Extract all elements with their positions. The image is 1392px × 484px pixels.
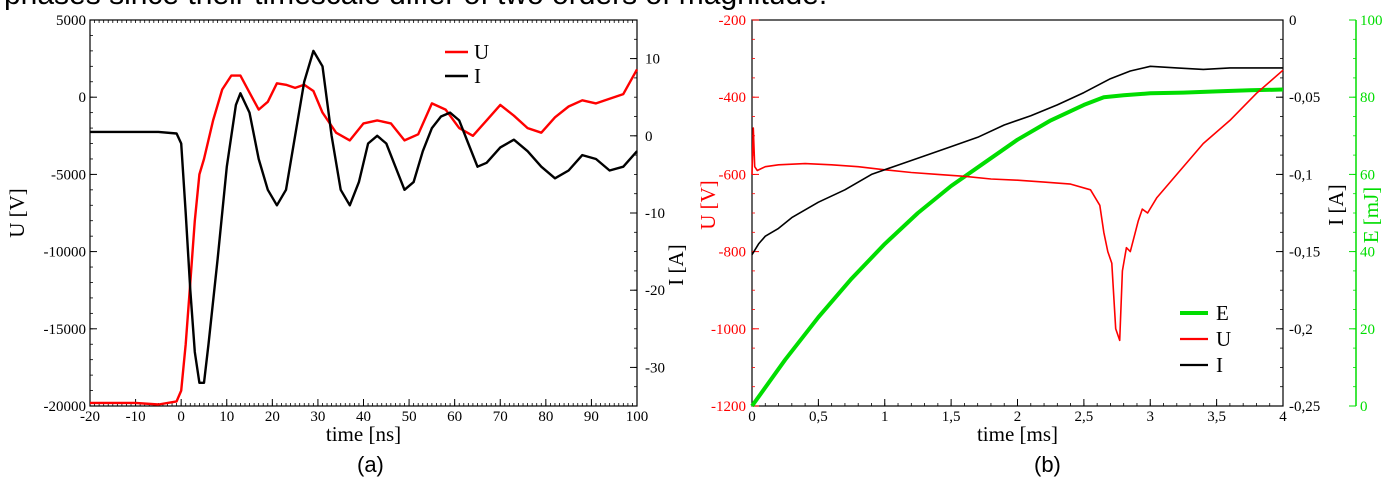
plot-frame-a [89, 19, 638, 407]
y-left-tick-label-b: -800 [719, 245, 747, 261]
y-right1-tick-label-b: -0,15 [1289, 245, 1320, 261]
x-tick-label-a: 10 [219, 409, 234, 425]
plot-frame-b [751, 19, 1284, 407]
x-tick-label-a: 0 [177, 409, 185, 425]
x-tick-label-a: -20 [80, 409, 100, 425]
x-tick-label-a: 20 [265, 409, 280, 425]
legend-label-u-a: U [474, 40, 489, 64]
y-right2-tick-label-b: 40 [1360, 245, 1375, 261]
x-tick-label-a: 90 [584, 409, 599, 425]
x-tick-label-a: 70 [493, 409, 508, 425]
y-right-tick-label-a: 10 [645, 52, 660, 68]
x-tick-label-b: 2,5 [1075, 409, 1094, 425]
series-line-e-b [750, 87, 1284, 408]
y-right-tick-label-a: 0 [645, 129, 653, 145]
x-tick-label-b: 3 [1147, 409, 1155, 425]
x-tick-label-b: 1 [881, 409, 889, 425]
legend-label-u-b: U [1216, 327, 1231, 351]
y-right1-tick-label-b: -0,1 [1289, 167, 1313, 183]
y-right1-tick-label-b: -0,05 [1289, 90, 1320, 106]
x-tick-label-b: 1,5 [942, 409, 961, 425]
x-tick-label-a: 100 [626, 409, 649, 425]
x-tick-label-b: 2 [1014, 409, 1022, 425]
x-tick-label-a: 40 [356, 409, 371, 425]
y-left-tick-label-a: -15000 [44, 322, 87, 338]
y-right2-tick-label-b: 0 [1360, 399, 1368, 415]
x-tick-label-b: 0 [748, 409, 756, 425]
y-right1-tick-label-b: 0 [1289, 13, 1297, 29]
y-left-axis-title-a: U [V] [5, 188, 29, 238]
y-right1-axis-title-b: I [A] [1324, 184, 1348, 225]
y-right1-tick-label-b: -0,25 [1289, 399, 1320, 415]
y-left-axis-title-b: U [V] [696, 180, 720, 230]
y-left-tick-label-b: -200 [719, 13, 747, 29]
y-left-tick-label-a: 0 [79, 90, 87, 106]
y-left-tick-label-b: -1200 [711, 399, 746, 415]
series-line-i-a [90, 49, 638, 384]
y-left-tick-label-a: -5000 [51, 167, 86, 183]
legend-label-e-b: E [1216, 301, 1229, 325]
y-right2-axis-title-b: E [mJ] [1359, 187, 1383, 244]
y-left-tick-label-b: -600 [719, 167, 747, 183]
x-tick-label-b: 0,5 [809, 409, 828, 425]
y-right1-tick-label-b: -0,2 [1289, 322, 1313, 338]
legend-label-i-b: I [1216, 353, 1223, 377]
y-left-tick-label-a: -10000 [44, 245, 87, 261]
x-tick-label-a: 30 [310, 409, 325, 425]
y-right-tick-label-a: -20 [645, 283, 665, 299]
y-right2-tick-label-b: 100 [1360, 13, 1383, 29]
legend-label-i-a: I [474, 64, 481, 88]
panel-label-b: (b) [1034, 452, 1061, 477]
y-right2-tick-label-b: 20 [1360, 322, 1375, 338]
y-right-tick-label-a: -10 [645, 206, 665, 222]
caption-fragment: phases since their timescale differ of t… [4, 0, 827, 12]
x-axis-title-b: time [ms] [977, 422, 1058, 446]
y-right-axis-title-a: I [A] [664, 244, 688, 285]
series-line-i-b [751, 65, 1283, 256]
x-tick-label-a: 50 [402, 409, 417, 425]
x-axis-title-a: time [ns] [326, 422, 401, 446]
series-line-u-a [90, 68, 639, 406]
series-line-u-b [751, 69, 1284, 342]
y-left-tick-label-a: 5000 [56, 13, 86, 29]
y-left-tick-label-b: -1000 [711, 322, 746, 338]
x-tick-label-b: 4 [1279, 409, 1287, 425]
y-left-tick-label-b: -400 [719, 90, 747, 106]
panel-label-a: (a) [357, 452, 384, 477]
y-right2-tick-label-b: 80 [1360, 90, 1375, 106]
y-left-tick-label-a: -20000 [44, 399, 87, 415]
x-tick-label-a: 60 [447, 409, 462, 425]
x-tick-label-a: -10 [126, 409, 146, 425]
x-tick-label-a: 80 [538, 409, 553, 425]
x-tick-label-b: 3,5 [1207, 409, 1226, 425]
y-right-tick-label-a: -30 [645, 360, 665, 376]
y-right2-tick-label-b: 60 [1360, 167, 1375, 183]
